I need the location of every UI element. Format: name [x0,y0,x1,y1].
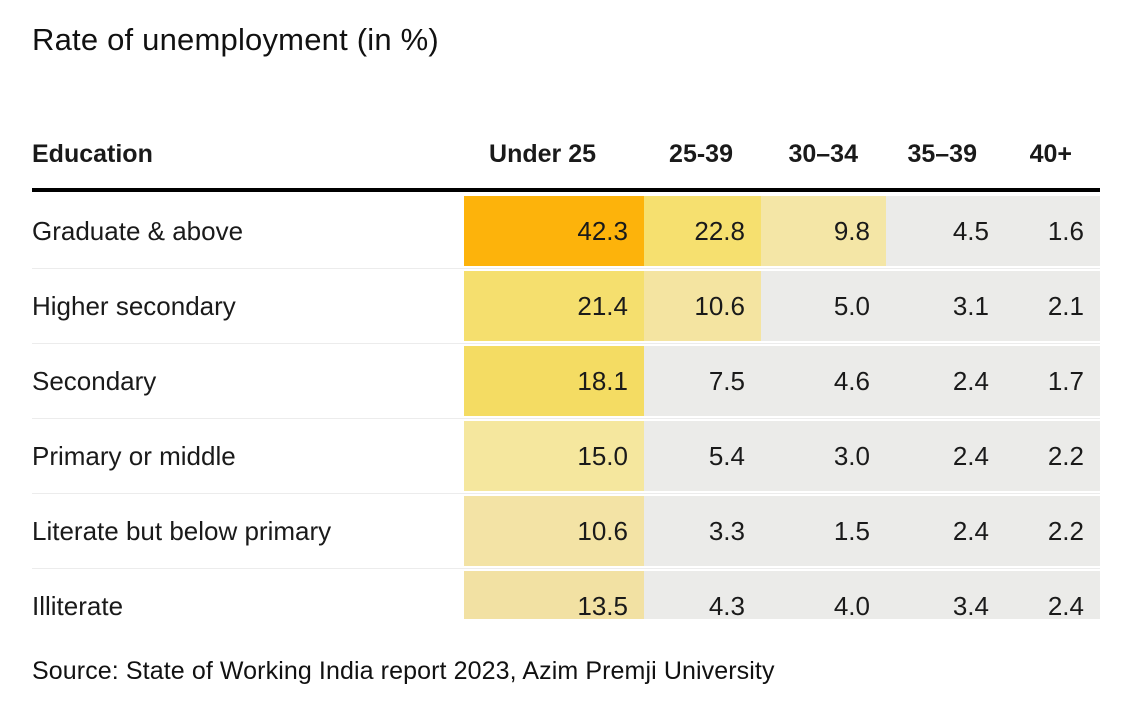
source-note: Source: State of Working India report 20… [32,656,775,685]
value-cell: 7.5 [644,345,761,416]
value-cell: 5.4 [644,420,761,491]
value-cell: 4.5 [886,195,1005,266]
value-cell: 3.3 [644,495,761,566]
value-cell: 21.4 [464,270,644,341]
value-cell: 1.5 [761,495,886,566]
value-cell: 3.0 [761,420,886,491]
row-label: Graduate & above [32,195,464,266]
value-cell: 1.6 [1005,195,1100,266]
table-row: Higher secondary 21.4 10.6 5.0 3.1 2.1 [32,267,1100,341]
value-cell: 3.1 [886,270,1005,341]
value-cell: 22.8 [644,195,761,266]
value-cell: 5.0 [761,270,886,341]
value-cell: 9.8 [761,195,886,266]
table-row: Graduate & above 42.3 22.8 9.8 4.5 1.6 [32,195,1100,266]
value-cell: 10.6 [464,495,644,566]
column-header-age-3: 35–39 [907,139,977,168]
value-cell: 2.2 [1005,420,1100,491]
value-cell: 4.3 [644,570,761,619]
column-header-age-1: 25-39 [669,139,733,168]
value-cell: 2.1 [1005,270,1100,341]
value-cell: 4.6 [761,345,886,416]
column-header-education: Education [32,139,153,168]
column-header-age-0: Under 25 [489,139,596,168]
column-header-age-4: 40+ [1029,139,1072,168]
value-cell: 42.3 [464,195,644,266]
table-row: Primary or middle 15.0 5.4 3.0 2.4 2.2 [32,417,1100,491]
table-row: Literate but below primary 10.6 3.3 1.5 2.4 2… [32,492,1100,566]
value-cell: 2.4 [886,420,1005,491]
value-cell: 2.4 [1005,570,1100,619]
heatmap-table: Education Under 25 25-39 30–34 35–39 40+ Gra… [32,140,1100,619]
value-cell: 3.4 [886,570,1005,619]
chart-card: Rate of unemployment (in %) Education Un… [32,22,1102,686]
value-cell: 18.1 [464,345,644,416]
value-cell: 2.2 [1005,495,1100,566]
row-label: Literate but below primary [32,495,464,566]
value-cell: 4.0 [761,570,886,619]
table-row: Illiterate 13.5 4.3 4.0 3.4 2.4 [32,567,1100,619]
value-cell: 10.6 [644,270,761,341]
row-label: Illiterate [32,570,464,619]
table-row: Secondary 18.1 7.5 4.6 2.4 1.7 [32,342,1100,416]
value-cell: 15.0 [464,420,644,491]
table-header-row: Education Under 25 25-39 30–34 35–39 40+ [32,140,1100,192]
row-label: Higher secondary [32,270,464,341]
table-body: Graduate & above 42.3 22.8 9.8 4.5 1.6 Higher … [32,192,1100,619]
value-cell: 2.4 [886,495,1005,566]
value-cell: 2.4 [886,345,1005,416]
value-cell: 13.5 [464,570,644,619]
row-label: Secondary [32,345,464,416]
chart-title: Rate of unemployment (in %) [32,22,439,57]
column-header-age-2: 30–34 [788,139,858,168]
value-cell: 1.7 [1005,345,1100,416]
row-label: Primary or middle [32,420,464,491]
